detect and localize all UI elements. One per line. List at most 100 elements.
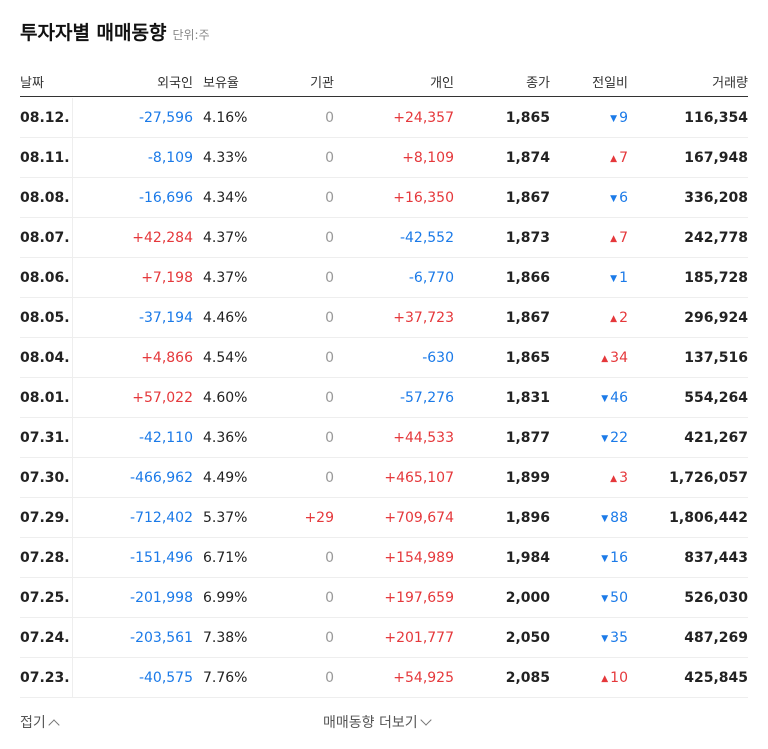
row-rule bbox=[20, 297, 748, 298]
holding-ratio-cell: 4.49% bbox=[203, 470, 248, 486]
row-rule bbox=[20, 337, 748, 338]
change-cell: ▼ 9 bbox=[560, 98, 628, 138]
volume-cell: 336,208 bbox=[684, 190, 748, 206]
table-row: 08.12. -27,596 4.16% 0 +24,357 1,865 ▼ 9 116,354 bbox=[0, 98, 768, 138]
column-header: 외국인 bbox=[157, 76, 193, 91]
close-cell: 1,867 bbox=[505, 190, 550, 206]
institution-cell: 0 bbox=[325, 550, 334, 566]
collapse-button[interactable]: 접기 bbox=[20, 712, 60, 732]
institution-cell: 0 bbox=[325, 310, 334, 326]
institution-cell: 0 bbox=[325, 150, 334, 166]
row-rule bbox=[20, 257, 748, 258]
individual-cell: +201,777 bbox=[384, 630, 454, 646]
holding-ratio-cell: 7.38% bbox=[203, 630, 248, 646]
row-separator bbox=[72, 538, 73, 578]
row-separator bbox=[72, 378, 73, 418]
volume-cell: 554,264 bbox=[684, 390, 748, 406]
change-arrow: ▲ bbox=[601, 354, 609, 364]
holding-ratio-cell: 4.54% bbox=[203, 350, 248, 366]
close-cell: 1,865 bbox=[505, 110, 550, 126]
row-separator bbox=[72, 418, 73, 458]
row-separator bbox=[72, 98, 73, 138]
date-cell: 08.11. bbox=[20, 150, 70, 166]
change-cell: ▲ 7 bbox=[560, 218, 628, 258]
date-cell: 07.24. bbox=[20, 630, 70, 646]
foreign-cell: +42,284 bbox=[132, 230, 193, 246]
change-value: 50 bbox=[610, 590, 628, 606]
date-cell: 07.30. bbox=[20, 470, 70, 486]
change-cell: ▲ 10 bbox=[560, 658, 628, 698]
institution-cell: 0 bbox=[325, 350, 334, 366]
close-cell: 2,050 bbox=[505, 630, 550, 646]
individual-cell: +16,350 bbox=[393, 190, 454, 206]
close-cell: 1,896 bbox=[505, 510, 550, 526]
change-value: 1 bbox=[619, 270, 628, 286]
institution-cell: 0 bbox=[325, 630, 334, 646]
foreign-cell: -712,402 bbox=[130, 510, 193, 526]
column-header: 거래량 bbox=[712, 76, 748, 91]
change-value: 9 bbox=[619, 110, 628, 126]
holding-ratio-cell: 4.34% bbox=[203, 190, 248, 206]
institution-cell: 0 bbox=[325, 470, 334, 486]
row-rule bbox=[20, 417, 748, 418]
individual-cell: +44,533 bbox=[393, 430, 454, 446]
foreign-cell: -203,561 bbox=[130, 630, 193, 646]
change-cell: ▲ 34 bbox=[560, 338, 628, 378]
close-cell: 1,866 bbox=[505, 270, 550, 286]
change-arrow: ▲ bbox=[610, 314, 618, 324]
change-arrow: ▼ bbox=[601, 634, 609, 644]
change-arrow: ▼ bbox=[610, 114, 618, 124]
close-cell: 1,874 bbox=[505, 150, 550, 166]
change-arrow: ▼ bbox=[610, 194, 618, 204]
change-arrow: ▲ bbox=[610, 234, 618, 244]
change-cell: ▼ 46 bbox=[560, 378, 628, 418]
change-value: 34 bbox=[610, 350, 628, 366]
table-row: 08.01. +57,022 4.60% 0 -57,276 1,831 ▼ 46 554,26… bbox=[0, 378, 768, 418]
individual-cell: +465,107 bbox=[384, 470, 454, 486]
change-cell: ▲ 3 bbox=[560, 458, 628, 498]
holding-ratio-cell: 4.37% bbox=[203, 270, 248, 286]
individual-cell: +197,659 bbox=[384, 590, 454, 606]
foreign-cell: +7,198 bbox=[141, 270, 193, 286]
table-row: 08.04. +4,866 4.54% 0 -630 1,865 ▲ 34 137,516 bbox=[0, 338, 768, 378]
individual-cell: -57,276 bbox=[399, 390, 454, 406]
change-value: 46 bbox=[610, 390, 628, 406]
individual-cell: -6,770 bbox=[408, 270, 454, 286]
row-rule bbox=[20, 617, 748, 618]
table-row: 07.29. -712,402 5.37% +29 +709,674 1,896 ▼ 88 1,… bbox=[0, 498, 768, 538]
row-rule bbox=[20, 377, 748, 378]
row-rule bbox=[20, 657, 748, 658]
chevron-down bbox=[419, 714, 432, 726]
change-arrow: ▼ bbox=[601, 514, 609, 524]
close-cell: 1,867 bbox=[505, 310, 550, 326]
table-row: 07.25. -201,998 6.99% 0 +197,659 2,000 ▼ 50 526,… bbox=[0, 578, 768, 618]
row-rule bbox=[20, 137, 748, 138]
foreign-cell: -151,496 bbox=[130, 550, 193, 566]
volume-cell: 296,924 bbox=[684, 310, 748, 326]
more-text: 매매동향 더보기 bbox=[323, 715, 418, 731]
volume-cell: 242,778 bbox=[684, 230, 748, 246]
volume-cell: 425,845 bbox=[684, 670, 748, 686]
column-header: 종가 bbox=[526, 76, 550, 91]
date-cell: 07.29. bbox=[20, 510, 70, 526]
date-cell: 08.07. bbox=[20, 230, 70, 246]
row-separator bbox=[72, 578, 73, 618]
change-value: 35 bbox=[610, 630, 628, 646]
date-cell: 08.08. bbox=[20, 190, 70, 206]
more-button[interactable]: 매매동향 더보기 bbox=[323, 712, 432, 732]
institution-cell: 0 bbox=[325, 670, 334, 686]
header-rule bbox=[20, 96, 748, 97]
institution-cell: +29 bbox=[304, 510, 334, 526]
change-value: 88 bbox=[610, 510, 628, 526]
row-rule bbox=[20, 497, 748, 498]
holding-ratio-cell: 6.99% bbox=[203, 590, 248, 606]
table-row: 08.05. -37,194 4.46% 0 +37,723 1,867 ▲ 2 296,924 bbox=[0, 298, 768, 338]
individual-cell: +54,925 bbox=[393, 670, 454, 686]
table-row: 08.08. -16,696 4.34% 0 +16,350 1,867 ▼ 6 336,208 bbox=[0, 178, 768, 218]
change-arrow: ▼ bbox=[610, 274, 618, 284]
row-rule bbox=[20, 457, 748, 458]
close-cell: 1,899 bbox=[505, 470, 550, 486]
change-value: 2 bbox=[619, 310, 628, 326]
table-row: 07.30. -466,962 4.49% 0 +465,107 1,899 ▲ 3 1,726… bbox=[0, 458, 768, 498]
date-cell: 08.05. bbox=[20, 310, 70, 326]
